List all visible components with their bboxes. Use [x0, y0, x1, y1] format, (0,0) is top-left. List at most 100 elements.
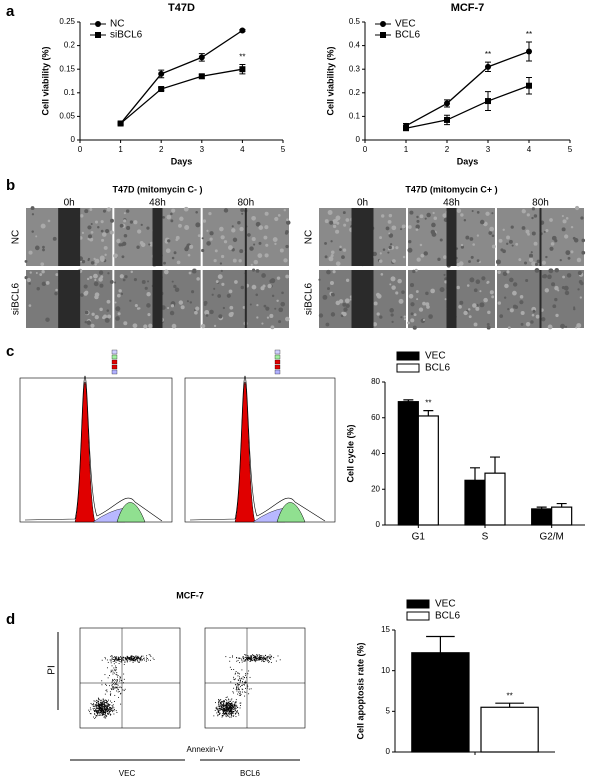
dot [245, 654, 247, 656]
dot [124, 660, 126, 662]
dot [137, 656, 139, 658]
dot [116, 687, 118, 689]
dot [115, 679, 117, 681]
dot [111, 710, 113, 712]
texture [258, 241, 262, 245]
wound-gap [539, 208, 542, 266]
dot [107, 713, 109, 715]
texture [191, 290, 195, 294]
annotation: ** [239, 53, 245, 62]
texture [264, 253, 269, 258]
dot [103, 700, 105, 702]
dot [220, 703, 222, 705]
dot [218, 698, 219, 700]
dot [236, 687, 238, 688]
texture [570, 250, 574, 254]
dot [111, 685, 113, 687]
marker [239, 27, 246, 34]
dot [126, 659, 128, 661]
texture [223, 240, 228, 244]
dot [254, 655, 256, 657]
texture [489, 290, 494, 295]
dot [254, 657, 256, 659]
texture [507, 308, 510, 311]
dot [220, 703, 222, 705]
texture [238, 259, 242, 263]
texture [378, 259, 383, 263]
dot [107, 704, 109, 706]
texture [99, 307, 103, 312]
texture [345, 278, 350, 282]
dot [152, 657, 154, 659]
texture [466, 284, 470, 287]
dot [222, 700, 224, 702]
dot [116, 683, 118, 685]
dot [105, 710, 107, 711]
dot [257, 654, 259, 656]
dot [106, 700, 107, 702]
dot [118, 659, 120, 660]
texture [86, 277, 90, 281]
texture [211, 293, 214, 296]
histogram-frame [19, 377, 173, 523]
texture [470, 255, 474, 259]
dot [104, 709, 106, 711]
dot [97, 710, 98, 712]
dot [142, 655, 144, 657]
dot [250, 660, 252, 661]
dot [116, 667, 117, 669]
dot [128, 658, 130, 659]
dot [110, 660, 112, 662]
texture [424, 217, 427, 220]
texture [240, 285, 244, 290]
dot [231, 698, 233, 700]
dot [237, 688, 239, 690]
dot [101, 704, 102, 706]
dot [219, 714, 220, 715]
dot [240, 704, 241, 706]
dot [98, 701, 100, 702]
texture [344, 298, 350, 304]
dot [229, 660, 231, 662]
dot [270, 655, 272, 657]
dot [263, 661, 264, 663]
texture [94, 258, 100, 264]
dot [235, 713, 237, 715]
dot [96, 699, 97, 701]
texture [389, 308, 394, 313]
dot [222, 711, 224, 713]
dot [223, 701, 225, 703]
texture [329, 280, 334, 285]
dot [248, 670, 250, 672]
legend-label: BCL6 [395, 30, 420, 41]
dot [222, 715, 224, 717]
row-label: siBCL6 [304, 282, 315, 315]
texture [579, 296, 582, 299]
texture [341, 311, 345, 315]
dot [117, 691, 119, 693]
legend-swatch [111, 364, 118, 370]
texture [228, 289, 233, 294]
dot [244, 654, 246, 656]
dot [263, 656, 265, 658]
annotation: ** [526, 30, 532, 39]
dot [130, 655, 132, 657]
dot [104, 717, 106, 719]
texture [188, 271, 192, 275]
dot [237, 712, 239, 714]
texture [376, 312, 380, 316]
dot [102, 698, 104, 700]
dot [108, 704, 110, 706]
dot [119, 680, 121, 682]
texture [339, 245, 342, 249]
dot [99, 715, 101, 716]
dot [94, 710, 96, 712]
dot [144, 659, 145, 661]
x-tick-label: 3 [200, 145, 205, 154]
dot [227, 705, 229, 707]
texture [392, 259, 396, 263]
dot [254, 660, 255, 662]
dot [235, 678, 236, 680]
texture [101, 238, 105, 242]
texture [509, 308, 514, 313]
